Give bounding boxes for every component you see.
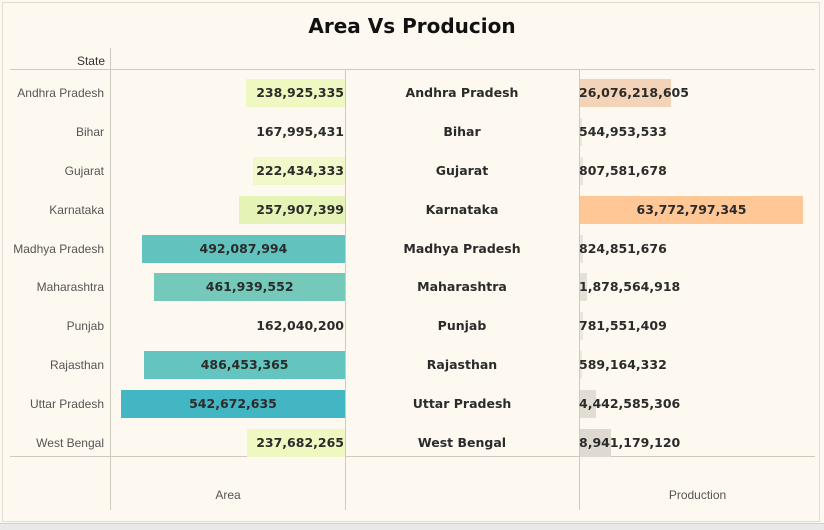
production-value-label: 807,581,678	[579, 163, 667, 178]
bottom-scroll-strip[interactable]	[0, 523, 824, 530]
area-value-label: 237,682,265	[256, 434, 344, 450]
state-name-label: Maharashtra	[417, 279, 507, 295]
area-value-label: 257,907,399	[256, 201, 344, 217]
state-name-label: Karnataka	[425, 201, 499, 217]
area-bar[interactable]	[144, 351, 345, 379]
production-bar[interactable]	[580, 195, 803, 224]
state-label: Maharashtra	[36, 280, 104, 295]
production-axis-label: Production	[668, 488, 727, 502]
production-value-label: 1,878,564,918	[579, 279, 681, 295]
area-value-label: 167,995,431	[256, 124, 344, 140]
chart-title: Area Vs Producion	[308, 14, 516, 38]
production-bar[interactable]	[580, 428, 612, 457]
production-value-label: 824,851,676	[579, 240, 667, 256]
area-value-label: 542,672,635	[189, 395, 277, 411]
production-value-label: 63,772,797,345	[636, 201, 747, 217]
production-value-label: 26,076,218,605	[579, 85, 689, 101]
production-bar[interactable]	[580, 234, 583, 263]
state-name-label: Rajasthan	[426, 357, 498, 372]
state-label: West Bengal	[36, 435, 104, 450]
area-axis-label: Area	[215, 488, 241, 502]
area-column-divider	[345, 70, 346, 510]
state-column-header: State	[76, 54, 105, 68]
production-value-label: 781,551,409	[579, 318, 667, 334]
area-bar[interactable]	[246, 428, 345, 457]
state-name-label: Bihar	[443, 124, 481, 140]
footer-divider	[10, 456, 815, 457]
area-value-label: 222,434,333	[256, 163, 344, 178]
state-label: Madhya Pradesh	[13, 241, 104, 256]
state-label: Gujarat	[64, 164, 104, 178]
production-bar[interactable]	[580, 312, 583, 341]
area-bar[interactable]	[253, 157, 345, 185]
area-bar[interactable]	[141, 234, 345, 263]
area-bar[interactable]	[154, 273, 345, 302]
state-label: Karnataka	[49, 202, 104, 217]
state-label: Rajasthan	[49, 358, 104, 372]
state-label: Uttar Pradesh	[29, 396, 104, 411]
state-label: Bihar	[75, 125, 104, 140]
state-label: Punjab	[66, 319, 104, 334]
area-value-label: 238,925,335	[256, 85, 344, 101]
area-value-label: 461,939,552	[205, 279, 294, 295]
production-bar[interactable]	[580, 389, 596, 418]
area-bar[interactable]	[238, 195, 345, 224]
production-bar[interactable]	[580, 351, 583, 379]
state-column-divider	[110, 48, 111, 510]
production-bar[interactable]	[580, 118, 582, 147]
production-value-label: 544,953,533	[579, 124, 667, 140]
state-label: Andhra Pradesh	[17, 86, 104, 101]
chart-frame	[2, 2, 820, 522]
area-value-label: 492,087,994	[199, 240, 288, 256]
state-name-label: Andhra Pradesh	[405, 85, 519, 101]
area-bar[interactable]	[278, 312, 345, 341]
area-bar[interactable]	[246, 79, 345, 108]
production-value-label: 4,442,585,306	[579, 395, 681, 411]
state-name-label: Madhya Pradesh	[403, 240, 521, 256]
state-name-label: Punjab	[437, 318, 487, 334]
production-bar[interactable]	[580, 79, 672, 108]
production-bar[interactable]	[580, 273, 587, 302]
area-value-label: 162,040,200	[256, 318, 344, 334]
header-divider	[10, 69, 815, 70]
area-bar[interactable]	[275, 118, 345, 147]
production-value-label: 589,164,332	[579, 357, 667, 372]
state-name-label: Gujarat	[435, 163, 489, 178]
production-value-label: 8,941,179,120	[579, 434, 681, 450]
state-name-label: Uttar Pradesh	[412, 395, 512, 411]
production-bar[interactable]	[580, 157, 583, 185]
area-value-label: 486,453,365	[200, 357, 289, 372]
area-bar[interactable]	[121, 389, 345, 418]
state-name-label: West Bengal	[417, 434, 507, 450]
name-column-divider	[579, 70, 580, 510]
